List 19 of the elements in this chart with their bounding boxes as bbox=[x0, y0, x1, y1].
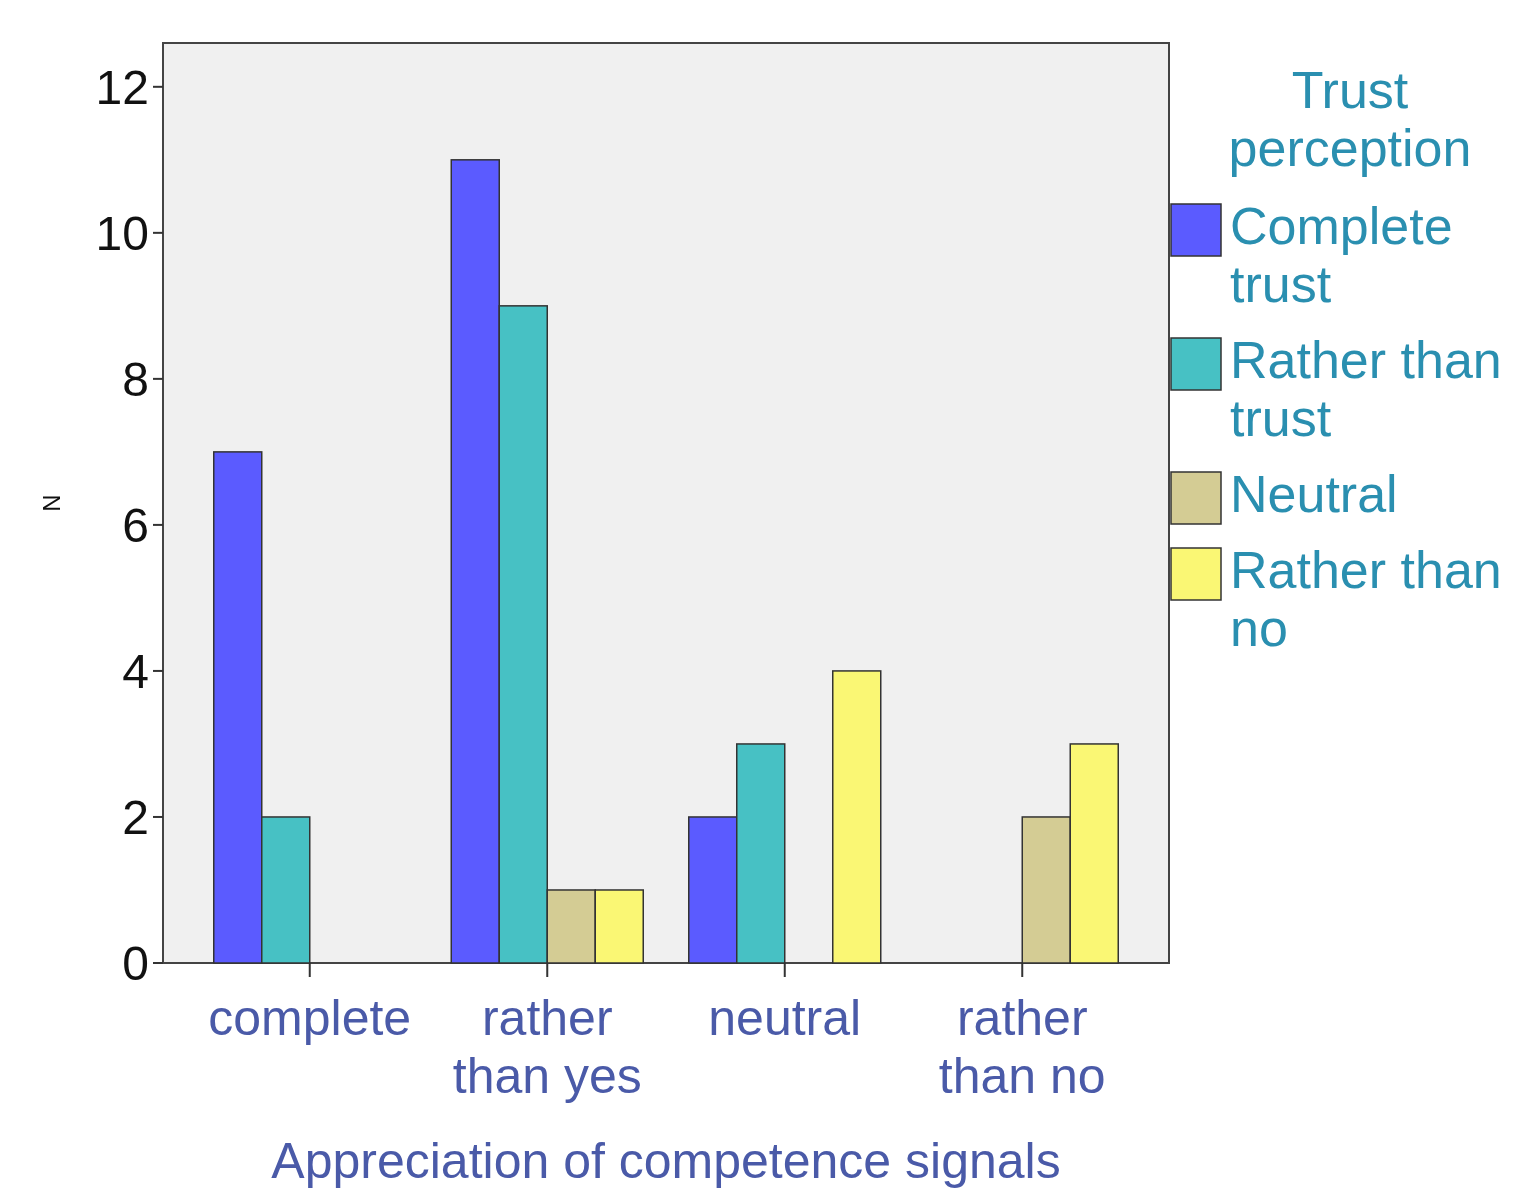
x-axis-title: Appreciation of competence signals bbox=[271, 1133, 1061, 1188]
legend-title: Trust perception bbox=[1228, 61, 1472, 177]
legend-label: Rather than no bbox=[1230, 541, 1502, 657]
legend-label: Neutral bbox=[1230, 465, 1398, 523]
bar bbox=[832, 670, 882, 964]
x-tick-label: complete bbox=[208, 990, 412, 1046]
y-axis-title: N bbox=[38, 494, 65, 512]
x-tick-label: neutral bbox=[708, 990, 862, 1046]
y-tick-label: 8 bbox=[122, 352, 149, 406]
legend-label: Complete trust bbox=[1230, 197, 1453, 313]
y-tick-label: 2 bbox=[122, 790, 149, 844]
y-tick-label: 6 bbox=[122, 498, 149, 552]
legend-label: Rather than trust bbox=[1230, 331, 1502, 447]
y-tick-label: 4 bbox=[122, 644, 149, 698]
y-tick-label: 12 bbox=[95, 60, 149, 114]
y-tick-label: 0 bbox=[122, 936, 149, 990]
y-tick-label: 10 bbox=[95, 206, 149, 260]
x-tick-label: rather than yes bbox=[452, 990, 642, 1104]
x-tick-label: rather than no bbox=[938, 990, 1106, 1104]
